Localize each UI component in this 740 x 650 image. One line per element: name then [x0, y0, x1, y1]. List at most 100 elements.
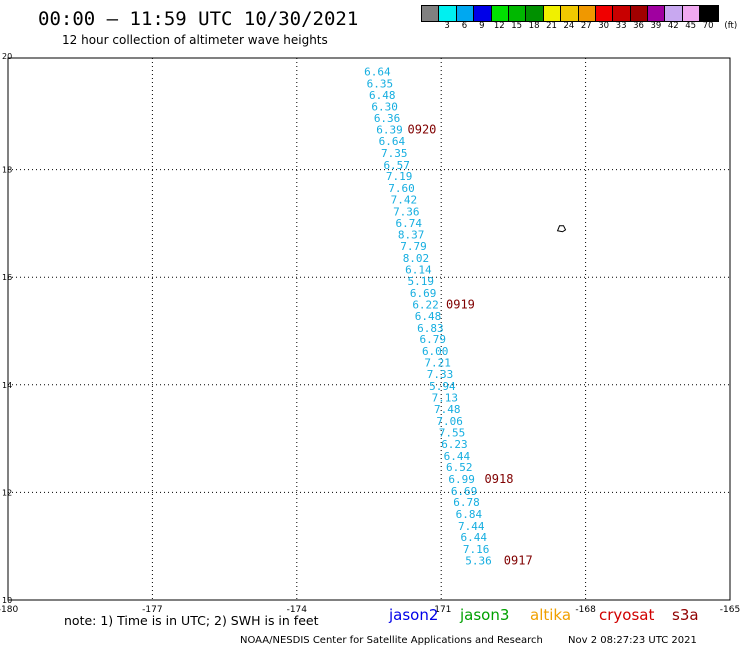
legend-swatch: [456, 6, 475, 21]
wave-height-value: 8.37: [398, 229, 425, 242]
legend-label: 36: [633, 21, 644, 31]
wave-height-value: 6.99: [448, 473, 475, 486]
legend-swatch: [682, 6, 701, 21]
wave-height-value: 7.06: [436, 415, 463, 428]
legend-swatch: [491, 6, 509, 21]
time-label: 0919: [446, 298, 475, 312]
wave-height-value: 7.21: [424, 357, 451, 370]
legend-swatch: [613, 6, 631, 21]
satellite-jason3: jason3: [460, 606, 510, 624]
wave-height-value: 6.64: [364, 66, 391, 79]
legend-swatch: [630, 6, 649, 21]
x-tick-label: -168: [575, 605, 596, 615]
footer-credit: NOAA/NESDIS Center for Satellite Applica…: [240, 635, 543, 646]
page-title: 00:00 – 11:59 UTC 10/30/2021: [38, 8, 359, 30]
wave-height-value: 6.79: [420, 333, 447, 346]
legend-swatch: [508, 6, 527, 21]
wave-height-value: 6.78: [453, 496, 480, 509]
satellite-cryosat: cryosat: [599, 606, 655, 624]
wave-height-value: 6.84: [456, 508, 483, 521]
satellite-altika: altika: [530, 606, 572, 624]
page-subtitle: 12 hour collection of altimeter wave hei…: [62, 33, 328, 47]
y-tick-label: 18: [2, 166, 12, 175]
wave-height-value: 6.23: [441, 438, 468, 451]
time-label: 0920: [408, 122, 437, 136]
wave-height-value: 6.22: [412, 299, 439, 312]
legend-label: 9: [479, 21, 485, 31]
legend-label: 3: [444, 21, 450, 31]
wave-height-value: 7.36: [393, 206, 420, 219]
legend-label: 33: [615, 21, 627, 31]
footer: NOAA/NESDIS Center for Satellite Applica…: [240, 635, 719, 646]
wave-height-value: 7.42: [391, 194, 418, 207]
wave-height-value: 6.48: [369, 89, 396, 102]
y-tick-label: 20: [2, 52, 12, 61]
wave-height-value: 6.52: [446, 461, 473, 474]
legend-label: 39: [650, 21, 662, 31]
y-tick-label: 10: [2, 596, 12, 605]
wave-height-value: 6.44: [444, 450, 471, 463]
wave-height-value: 6.39: [376, 123, 403, 136]
wave-height-value: 5.94: [429, 380, 456, 393]
color-legend: [421, 5, 719, 22]
legend-swatch: [422, 6, 440, 21]
legend-label: 12: [493, 21, 505, 31]
x-tick-label: -180: [0, 605, 18, 615]
footer-timestamp: Nov 2 08:27:23 UTC 2021: [568, 635, 697, 646]
time-label: 0917: [504, 554, 533, 568]
legend-swatch: [700, 6, 718, 21]
wave-height-value: 6.69: [410, 287, 437, 300]
note-text: note: 1) Time is in UTC; 2) SWH is in fe…: [64, 613, 319, 628]
wave-height-value: 7.33: [427, 368, 454, 381]
y-tick-label: 14: [2, 381, 12, 390]
legend-label: 70: [702, 21, 714, 31]
wave-height-value: 6.00: [422, 345, 449, 358]
wave-height-value: 6.14: [405, 264, 432, 277]
satellite-s3a: s3a: [672, 606, 699, 624]
legend-swatch: [561, 6, 579, 21]
legend-swatch: [578, 6, 596, 21]
wave-height-value: 6.57: [383, 159, 410, 172]
wave-height-value: 7.48: [434, 403, 461, 416]
wave-height-value: 6.36: [374, 112, 401, 125]
wave-height-value: 7.44: [458, 520, 485, 533]
legend-label: 24: [563, 21, 575, 31]
wave-height-value: 6.30: [371, 101, 398, 114]
legend-label: 18: [528, 21, 540, 31]
wave-height-value: 7.19: [386, 170, 413, 183]
legend-label: 27: [580, 21, 592, 31]
wave-height-value: 5.36: [465, 555, 492, 568]
wave-height-value: 6.74: [395, 217, 422, 230]
wave-height-value: 6.83: [417, 322, 444, 335]
legend-swatch: [439, 6, 457, 21]
time-label: 0918: [485, 472, 514, 486]
legend-label: 21: [546, 21, 557, 31]
wave-height-value: 6.35: [367, 78, 394, 91]
wave-height-value: 6.64: [379, 135, 406, 148]
legend-label: 42: [667, 21, 679, 31]
wave-height-value: 8.02: [403, 252, 430, 265]
wave-height-value: 7.16: [463, 543, 490, 556]
legend-swatch: [526, 6, 544, 21]
wave-height-value: 6.48: [415, 310, 442, 323]
wave-height-value: 7.55: [439, 427, 466, 440]
legend-label: 6: [461, 21, 468, 31]
island-outline: [556, 225, 567, 233]
legend-label: 30: [598, 21, 610, 31]
satellite-jason2: jason2: [389, 606, 439, 624]
wave-height-value: 6.69: [451, 485, 478, 498]
legend-label: 45: [685, 21, 697, 31]
legend-swatch: [543, 6, 562, 21]
legend-swatch: [665, 6, 683, 21]
legend-swatch: [648, 6, 666, 21]
wave-height-value: 6.44: [460, 531, 487, 544]
map-frame: [7, 57, 731, 601]
legend-swatch: [595, 6, 614, 21]
wave-height-value: 7.35: [381, 147, 408, 160]
wave-height-value: 7.60: [388, 182, 415, 195]
legend-swatch: [474, 6, 492, 21]
y-tick-label: 12: [2, 488, 12, 497]
x-tick-label: -174: [287, 605, 308, 615]
x-tick-label: -165: [720, 605, 740, 615]
